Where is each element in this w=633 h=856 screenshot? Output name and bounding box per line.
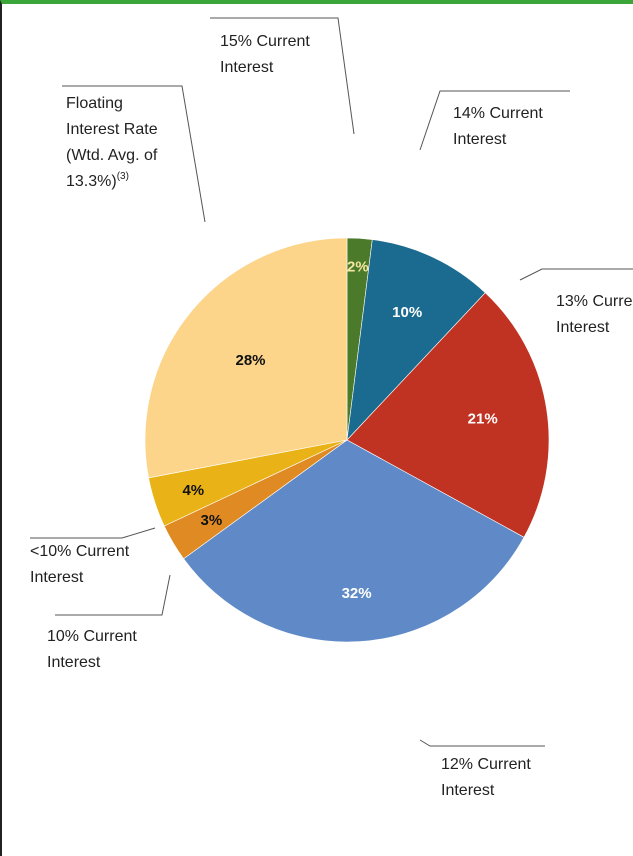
callout-label-line: Interest [47, 654, 101, 671]
callout-label-line: 12% Current [441, 756, 531, 773]
pie-slice [346, 292, 550, 538]
callout-label-line: Interest [556, 319, 610, 336]
callout-label: 10% Current Interest [47, 628, 137, 671]
callout-label: 15% Current Interest [220, 33, 310, 76]
callout-leader-line [519, 268, 633, 281]
callout-label-line: Interest [220, 59, 274, 76]
pie-slice [346, 239, 486, 441]
callout-label-line: Interest Rate [66, 121, 158, 138]
callout-label: 13% Current Interest [556, 293, 633, 336]
callout-label-line: Interest [441, 782, 495, 799]
callout-label: Floating Interest Rate (Wtd. Avg. of 13.3%)… [66, 95, 158, 190]
callout-label: 12% Current Interest [441, 756, 531, 799]
callout-label-line: 15% Current [220, 33, 310, 50]
callout-leader-lines [30, 17, 633, 747]
pie-slice [144, 237, 348, 479]
callout-label-line: 14% Current [453, 105, 543, 122]
slice-percent-label: 10% [392, 304, 422, 321]
pie-slice [183, 439, 525, 643]
pie-slice-labels: 2% 10% 21% 32% 3% 4% 28% [182, 259, 497, 603]
callout-label-line: 10% Current [47, 628, 137, 645]
callout-label-line: 13% Current [556, 293, 633, 310]
callout-label-line: Interest [30, 569, 84, 586]
slice-percent-label: 3% [201, 512, 223, 529]
callout-label: <10% Current Interest [30, 543, 130, 586]
callout-label: 14% Current Interest [453, 105, 543, 148]
slice-percent-label: 4% [182, 482, 204, 499]
slice-percent-label: 32% [342, 585, 372, 602]
callout-leader-line [30, 527, 156, 539]
slice-percent-label: 21% [468, 411, 498, 428]
callout-label-line: <10% Current [30, 543, 130, 560]
callout-footnote-superscript: (3) [117, 171, 129, 182]
callout-leader-line [210, 17, 355, 135]
callout-label-line: Interest [453, 131, 507, 148]
callout-leader-line [55, 574, 171, 616]
slice-percent-label: 2% [347, 259, 369, 276]
callout-leader-line [419, 739, 545, 747]
callout-label-line: (Wtd. Avg. of [66, 147, 158, 164]
callout-leader-line [62, 85, 206, 223]
callout-label-line: 13.3%) [66, 173, 117, 190]
callout-leader-line [419, 90, 570, 151]
callout-label-line: Floating [66, 95, 123, 112]
pie-slices [144, 237, 550, 643]
slice-percent-label: 28% [235, 352, 265, 369]
